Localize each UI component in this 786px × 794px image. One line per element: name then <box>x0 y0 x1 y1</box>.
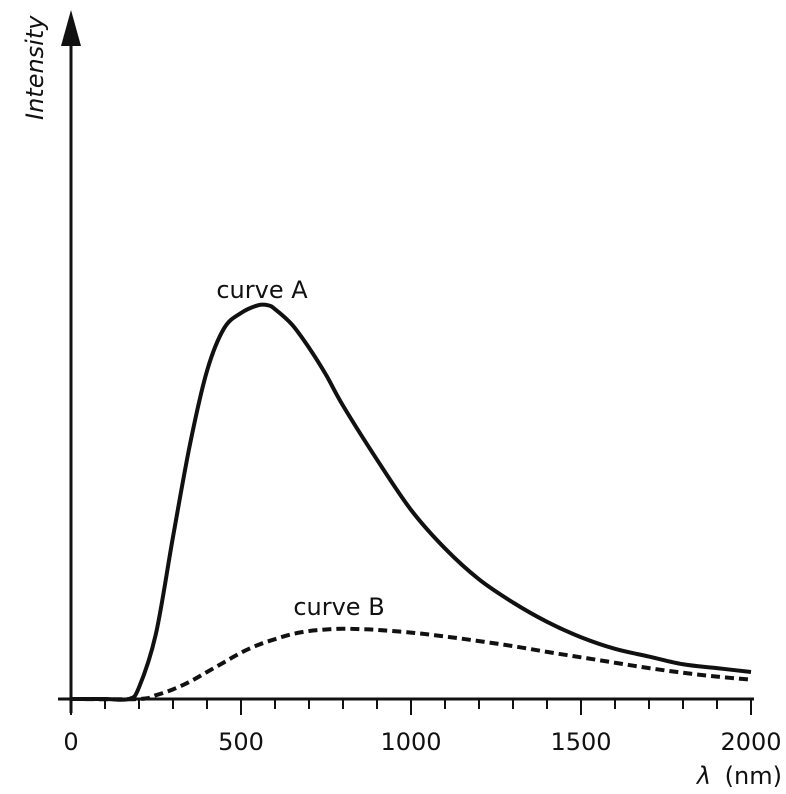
curve-a-label: curve A <box>216 276 308 304</box>
curve-b-label: curve B <box>293 593 384 621</box>
y-axis-arrowhead <box>61 10 81 46</box>
x-tick-label: 0 <box>63 728 78 756</box>
curve-b-line <box>70 626 752 702</box>
x-tick-labels: 0 500 1000 1500 2000 <box>63 728 781 756</box>
curve-a-line <box>71 302 752 702</box>
x-axis-label: λ (nm) <box>695 762 782 790</box>
y-axis-label: Intensity <box>21 15 49 120</box>
x-tick-label: 500 <box>218 728 264 756</box>
x-ticks <box>70 699 752 715</box>
x-tick-label: 2000 <box>720 728 781 756</box>
x-axis-unit: (nm) <box>725 762 782 790</box>
x-tick-label: 1500 <box>550 728 611 756</box>
x-axis-symbol: λ <box>695 762 711 790</box>
series-lines <box>70 302 752 702</box>
x-tick-label: 1000 <box>380 728 441 756</box>
